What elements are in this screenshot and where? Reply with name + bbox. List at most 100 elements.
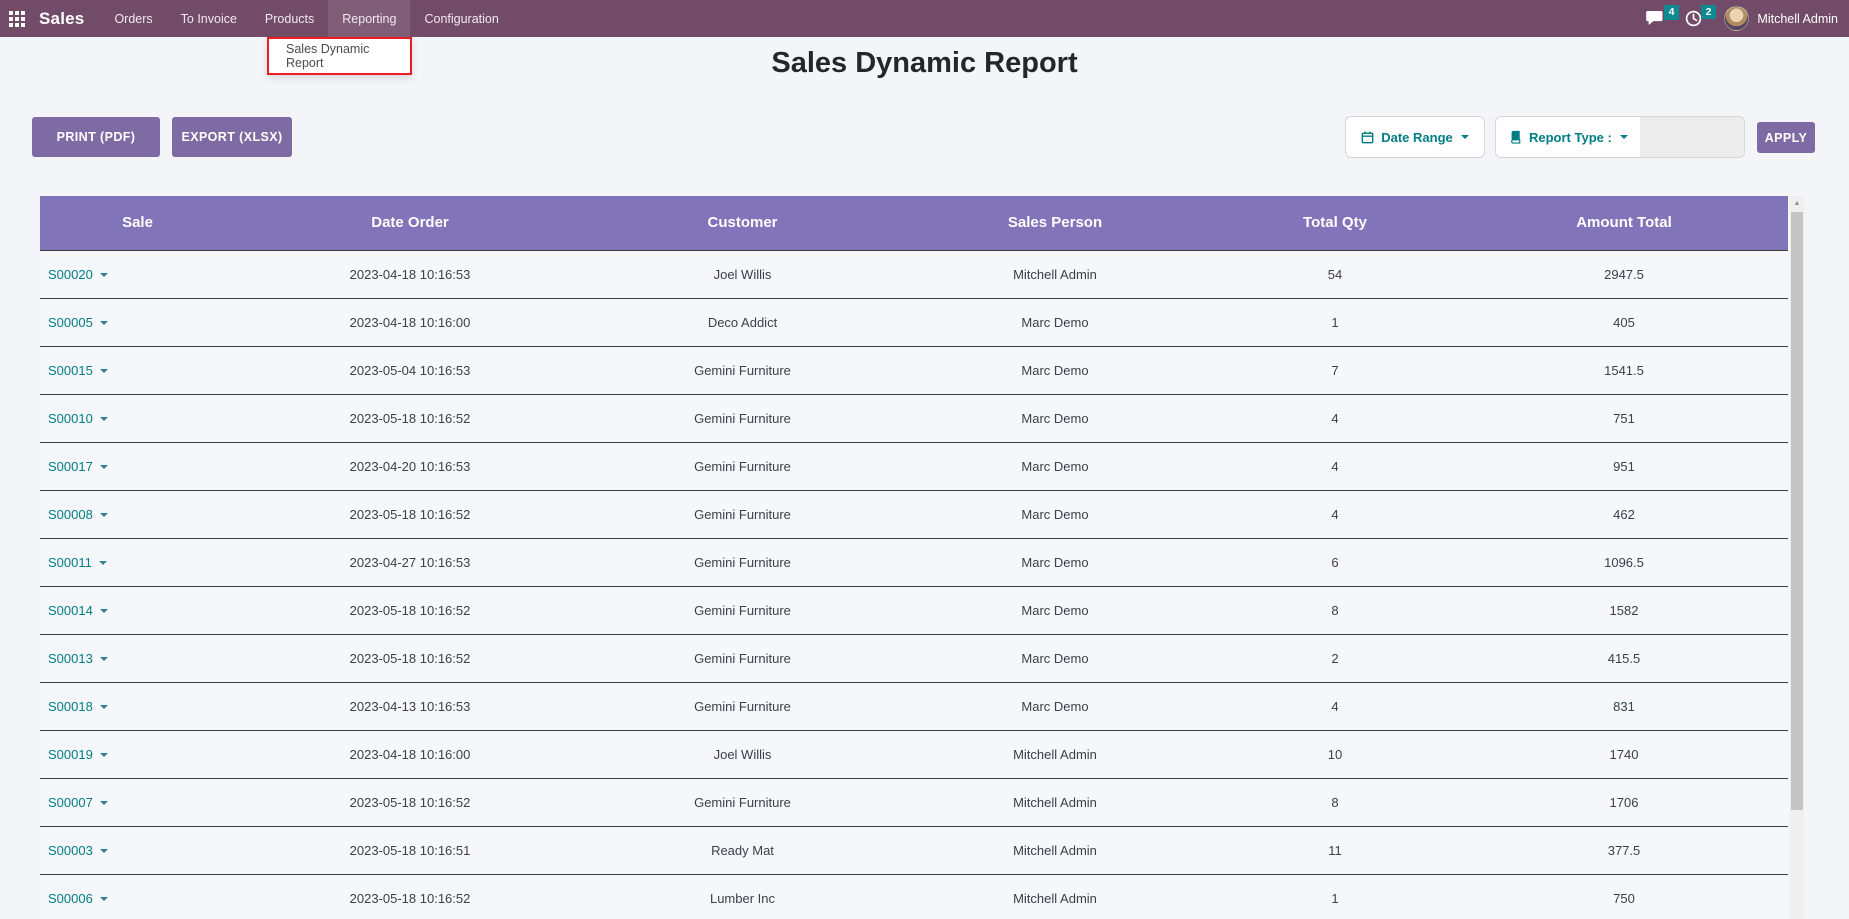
scrollbar-thumb[interactable] xyxy=(1791,212,1803,810)
customer-cell: Gemini Furniture xyxy=(585,682,900,731)
sale-order-number: S00015 xyxy=(48,362,93,378)
table-scrollbar[interactable]: ▲ xyxy=(1790,196,1804,919)
book-icon xyxy=(1509,130,1522,144)
sale-cell: S00015 xyxy=(40,346,235,395)
table-row: S00003 2023-05-18 10:16:51 Ready Mat Mit… xyxy=(40,826,1788,875)
sales-person-cell: Marc Demo xyxy=(900,394,1210,443)
amount-total-cell: 415.5 xyxy=(1460,634,1788,683)
sale-order-number: S00007 xyxy=(48,794,93,810)
table-row: S00017 2023-04-20 10:16:53 Gemini Furnit… xyxy=(40,442,1788,491)
user-avatar[interactable] xyxy=(1724,6,1750,31)
menu-item-sales-dynamic-report[interactable]: Sales Dynamic Report xyxy=(286,42,370,70)
customer-cell: Gemini Furniture xyxy=(585,442,900,491)
amount-total-cell: 750 xyxy=(1460,874,1788,919)
total-qty-cell: 11 xyxy=(1210,826,1460,875)
amount-total-cell: 2947.5 xyxy=(1460,249,1788,299)
customer-cell: Gemini Furniture xyxy=(585,778,900,827)
chevron-down-icon xyxy=(99,273,108,278)
apps-menu-button[interactable] xyxy=(0,0,35,37)
nav-item-reporting[interactable]: Reporting xyxy=(328,0,411,37)
scrollbar-up-arrow[interactable]: ▲ xyxy=(1793,200,1801,207)
activities-badge: 2 xyxy=(1700,4,1717,19)
sale-order-link[interactable]: S00014 xyxy=(48,603,108,618)
chevron-down-icon xyxy=(99,609,108,614)
chevron-down-icon xyxy=(99,753,108,758)
table-row: S00015 2023-05-04 10:16:53 Gemini Furnit… xyxy=(40,346,1788,395)
chevron-down-icon xyxy=(99,513,108,518)
total-qty-cell: 8 xyxy=(1210,586,1460,635)
export-xlsx-button[interactable]: EXPORT (XLSX) xyxy=(172,117,292,157)
user-menu[interactable]: Mitchell Admin xyxy=(1757,11,1838,26)
amount-total-cell: 462 xyxy=(1460,490,1788,539)
date-order-cell: 2023-04-18 10:16:00 xyxy=(235,730,585,779)
amount-total-cell: 951 xyxy=(1460,442,1788,491)
table-row: S00013 2023-05-18 10:16:52 Gemini Furnit… xyxy=(40,634,1788,683)
apply-button[interactable]: APPLY xyxy=(1757,122,1815,153)
chevron-down-icon xyxy=(99,849,108,854)
sales-person-cell: Mitchell Admin xyxy=(900,874,1210,919)
column-header-date-order: Date Order xyxy=(235,196,585,250)
table-row: S00010 2023-05-18 10:16:52 Gemini Furnit… xyxy=(40,394,1788,443)
chevron-down-icon xyxy=(98,561,107,566)
sale-order-link[interactable]: S00019 xyxy=(48,747,108,762)
total-qty-cell: 4 xyxy=(1210,394,1460,443)
top-nav: Sales Orders To Invoice Products Reporti… xyxy=(0,0,1849,37)
sale-order-link[interactable]: S00018 xyxy=(48,699,108,714)
amount-total-cell: 1740 xyxy=(1460,730,1788,779)
sale-cell: S00007 xyxy=(40,778,235,827)
column-header-customer: Customer xyxy=(585,196,900,250)
calendar-icon xyxy=(1361,130,1374,144)
sale-order-link[interactable]: S00006 xyxy=(48,891,108,906)
nav-item-products[interactable]: Products xyxy=(264,11,315,26)
app-brand[interactable]: Sales xyxy=(39,8,85,28)
chat-bubble-icon xyxy=(1646,10,1663,26)
amount-total-cell: 831 xyxy=(1460,682,1788,731)
sales-person-cell: Mitchell Admin xyxy=(900,249,1210,299)
report-type-dropdown[interactable]: Report Type : xyxy=(1495,116,1745,158)
chevron-down-icon xyxy=(99,321,108,326)
total-qty-cell: 8 xyxy=(1210,778,1460,827)
messages-button[interactable]: 4 xyxy=(1638,2,1680,35)
table-body: S00020 2023-04-18 10:16:53 Joel Willis M… xyxy=(40,249,1788,919)
nav-item-orders[interactable]: Orders xyxy=(114,11,153,26)
amount-total-cell: 1541.5 xyxy=(1460,346,1788,395)
date-order-cell: 2023-05-18 10:16:51 xyxy=(235,826,585,875)
sale-order-link[interactable]: S00015 xyxy=(48,363,108,378)
date-order-cell: 2023-04-13 10:16:53 xyxy=(235,682,585,731)
amount-total-cell: 1096.5 xyxy=(1460,538,1788,587)
activities-button[interactable]: 2 xyxy=(1677,2,1717,36)
sale-order-link[interactable]: S00020 xyxy=(48,267,108,282)
date-range-label: Date Range xyxy=(1381,129,1453,145)
date-range-dropdown[interactable]: Date Range xyxy=(1345,116,1485,158)
sales-person-cell: Mitchell Admin xyxy=(900,826,1210,875)
sale-order-link[interactable]: S00003 xyxy=(48,843,108,858)
amount-total-cell: 1582 xyxy=(1460,586,1788,635)
print-pdf-button[interactable]: PRINT (PDF) xyxy=(32,117,160,157)
sale-order-link[interactable]: S00005 xyxy=(48,315,108,330)
sale-order-link[interactable]: S00010 xyxy=(48,411,108,426)
sales-person-cell: Marc Demo xyxy=(900,442,1210,491)
sale-order-number: S00013 xyxy=(48,650,93,666)
apps-grid-icon xyxy=(9,10,25,27)
table-header-row: Sale Date Order Customer Sales Person To… xyxy=(40,196,1788,250)
sale-order-link[interactable]: S00013 xyxy=(48,651,108,666)
total-qty-cell: 1 xyxy=(1210,298,1460,347)
page-title: Sales Dynamic Report xyxy=(771,47,1078,79)
sales-person-cell: Marc Demo xyxy=(900,298,1210,347)
sale-cell: S00008 xyxy=(40,490,235,539)
total-qty-cell: 2 xyxy=(1210,634,1460,683)
customer-cell: Gemini Furniture xyxy=(585,634,900,683)
date-order-cell: 2023-05-18 10:16:52 xyxy=(235,490,585,539)
sale-order-link[interactable]: S00007 xyxy=(48,795,108,810)
chevron-down-icon xyxy=(99,705,108,710)
sale-order-link[interactable]: S00008 xyxy=(48,507,108,522)
nav-item-configuration[interactable]: Configuration xyxy=(424,11,499,26)
total-qty-cell: 10 xyxy=(1210,730,1460,779)
amount-total-cell: 377.5 xyxy=(1460,826,1788,875)
customer-cell: Gemini Furniture xyxy=(585,346,900,395)
sale-order-link[interactable]: S00017 xyxy=(48,459,108,474)
sale-order-number: S00005 xyxy=(48,314,93,330)
nav-item-to-invoice[interactable]: To Invoice xyxy=(180,11,237,26)
sale-order-number: S00018 xyxy=(48,698,93,714)
sale-order-link[interactable]: S00011 xyxy=(48,555,107,570)
